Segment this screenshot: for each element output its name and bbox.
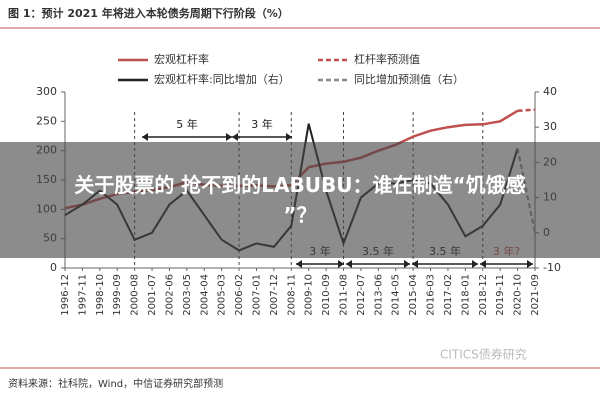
x-tick-label: 2001-07 <box>147 274 158 316</box>
banner: 关于股票的 抢不到的LABUBU：谁在制造“饥饿感 ”？ <box>0 142 600 258</box>
x-tick-label: 2011-08 <box>339 274 350 316</box>
y2-tick-label: 30 <box>543 120 557 133</box>
period-label: 3 年 <box>251 117 273 131</box>
y-tick-label: 300 <box>36 85 57 98</box>
x-tick-label: 2018-01 <box>460 274 471 316</box>
arrow-head <box>480 260 533 268</box>
watermark: CITICS债券研究 <box>440 347 527 362</box>
y2-tick-label: -10 <box>543 261 561 274</box>
x-tick-label: 1998-10 <box>95 274 106 316</box>
x-tick-label: 2013-06 <box>373 274 384 316</box>
x-tick-label: 2021-09 <box>530 274 541 316</box>
x-tick-label: 2015-04 <box>408 274 419 316</box>
y2-tick-label: 40 <box>543 85 557 98</box>
y-tick-label: 250 <box>36 114 57 127</box>
legend-label: 宏观杠杆率:同比增加（右） <box>154 72 290 86</box>
series-line <box>517 108 536 113</box>
x-tick-label: 2012-07 <box>356 274 367 316</box>
x-tick-label: 2004-04 <box>199 274 210 316</box>
x-tick-label: 2017-02 <box>443 274 454 316</box>
source: 资料来源：社科院，Wind，中信证券研究部预测 <box>8 377 223 390</box>
x-tick-label: 2002-06 <box>164 274 175 316</box>
chart-title: 图 1：预计 2021 年将进入本轮债务周期下行阶段（%） <box>8 6 289 20</box>
x-tick-label: 2010-09 <box>321 274 332 316</box>
x-tick-label: 2003-05 <box>182 274 193 316</box>
arrow-head <box>232 133 292 141</box>
x-tick-label: 2000-08 <box>130 274 141 316</box>
x-tick-label: 1996-12 <box>60 274 71 316</box>
x-tick-label: 2014-05 <box>391 274 402 316</box>
x-tick-label: 2016-03 <box>426 274 437 316</box>
x-tick-label: 2020-10 <box>513 274 524 316</box>
legend-label: 杠杆率预测值 <box>354 52 420 66</box>
x-tick-label: 2006-02 <box>234 274 245 316</box>
legend-label: 同比增加预测值（右） <box>354 72 464 86</box>
x-tick-label: 1997-11 <box>77 274 88 316</box>
x-tick-label: 2009-10 <box>304 274 315 316</box>
x-tick-label: 2019-11 <box>495 274 506 316</box>
x-tick-label: 2007-12 <box>269 274 280 316</box>
headline: ”？ <box>283 203 317 227</box>
period-label: 5 年 <box>176 117 198 131</box>
x-tick-label: 2005-03 <box>217 274 228 316</box>
x-tick-label: 1999-09 <box>112 274 123 316</box>
headline: 关于股票的 抢不到的LABUBU：谁在制造“饥饿感 <box>74 173 526 197</box>
x-tick-label: 2007-01 <box>251 274 262 316</box>
legend-label: 宏观杠杆率 <box>154 52 209 66</box>
x-tick-label: 2008-11 <box>286 274 297 316</box>
y-tick-label: 0 <box>50 261 57 274</box>
x-tick-label: 2018-12 <box>478 274 489 316</box>
